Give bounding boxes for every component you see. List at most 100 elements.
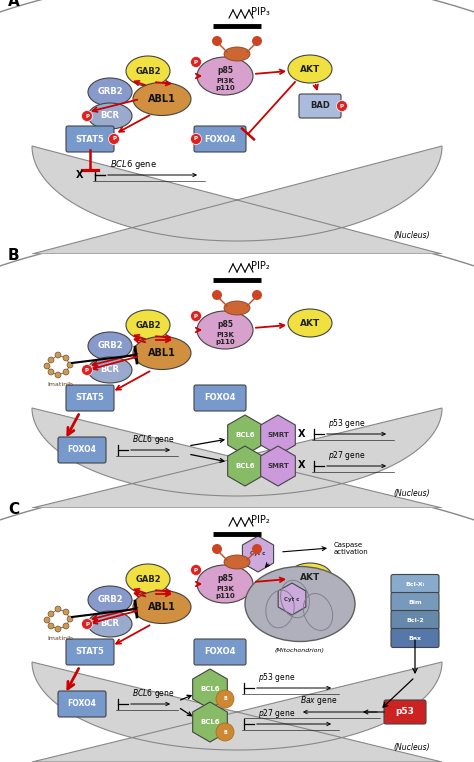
Circle shape [212, 290, 222, 300]
FancyBboxPatch shape [66, 639, 114, 665]
Ellipse shape [88, 611, 132, 637]
Ellipse shape [245, 566, 355, 642]
Text: $\it{p27}$ gene: $\it{p27}$ gene [258, 707, 296, 720]
Text: P: P [194, 136, 198, 142]
Text: B: B [8, 248, 19, 263]
Circle shape [63, 355, 69, 361]
Ellipse shape [126, 310, 170, 340]
Ellipse shape [88, 586, 132, 614]
Ellipse shape [288, 309, 332, 337]
FancyBboxPatch shape [391, 629, 439, 648]
FancyBboxPatch shape [194, 126, 246, 152]
Ellipse shape [224, 47, 250, 61]
Polygon shape [261, 446, 295, 486]
Text: $\it{BCL6}$ gene: $\it{BCL6}$ gene [132, 687, 175, 700]
Text: PIP₃: PIP₃ [251, 7, 270, 17]
Text: ABL1: ABL1 [148, 602, 176, 612]
Text: Bim: Bim [408, 600, 422, 604]
Text: p85: p85 [217, 66, 233, 75]
Text: C: C [8, 502, 19, 517]
FancyBboxPatch shape [66, 126, 114, 152]
FancyBboxPatch shape [66, 385, 114, 411]
Circle shape [48, 369, 54, 375]
Polygon shape [242, 536, 273, 572]
Ellipse shape [197, 57, 253, 95]
Text: BCL6: BCL6 [235, 432, 255, 438]
Circle shape [55, 372, 61, 378]
FancyBboxPatch shape [391, 575, 439, 594]
Ellipse shape [133, 82, 191, 116]
Text: P: P [194, 568, 198, 572]
Text: BAD: BAD [310, 101, 330, 110]
Text: p85: p85 [217, 320, 233, 328]
Circle shape [191, 56, 201, 68]
Polygon shape [261, 415, 295, 455]
Text: STAT5: STAT5 [75, 648, 104, 657]
Text: P: P [112, 136, 116, 142]
FancyBboxPatch shape [391, 593, 439, 611]
Text: p85: p85 [217, 574, 233, 583]
Ellipse shape [224, 555, 250, 569]
Ellipse shape [88, 103, 132, 129]
Text: $\it{Bax}$ gene: $\it{Bax}$ gene [300, 694, 337, 707]
Polygon shape [278, 583, 306, 615]
Text: (Nucleus): (Nucleus) [393, 489, 430, 498]
Text: $\it{p53}$ gene: $\it{p53}$ gene [328, 417, 365, 430]
FancyBboxPatch shape [384, 700, 426, 724]
Text: p53: p53 [396, 707, 414, 716]
Text: GRB2: GRB2 [97, 595, 123, 604]
Text: Imatinib: Imatinib [47, 382, 73, 387]
Text: SMRT: SMRT [267, 463, 289, 469]
Text: (Mitochondrion): (Mitochondrion) [275, 648, 325, 653]
FancyBboxPatch shape [194, 385, 246, 411]
FancyBboxPatch shape [299, 94, 341, 118]
Circle shape [44, 363, 50, 369]
Ellipse shape [126, 564, 170, 594]
Ellipse shape [197, 311, 253, 349]
Text: ABL1: ABL1 [148, 348, 176, 358]
Text: SMRT: SMRT [267, 432, 289, 438]
Circle shape [48, 357, 54, 363]
Ellipse shape [133, 591, 191, 623]
Text: P: P [85, 114, 89, 119]
Circle shape [252, 36, 262, 46]
Text: P: P [194, 313, 198, 319]
Circle shape [63, 623, 69, 629]
Text: Imatinib: Imatinib [47, 636, 73, 641]
Text: STAT5: STAT5 [75, 135, 104, 143]
Text: Cyt c: Cyt c [284, 597, 300, 601]
Circle shape [63, 369, 69, 375]
Circle shape [109, 133, 119, 145]
Text: BCL6: BCL6 [200, 686, 220, 692]
Polygon shape [192, 669, 228, 709]
Text: BCL6: BCL6 [235, 463, 255, 469]
Text: AKT: AKT [300, 65, 320, 73]
Polygon shape [32, 662, 442, 762]
Text: B: B [223, 696, 227, 702]
Circle shape [48, 623, 54, 629]
Text: FOXO4: FOXO4 [204, 135, 236, 143]
Text: PI3K
p110: PI3K p110 [215, 78, 235, 91]
Text: FOXO4: FOXO4 [204, 648, 236, 657]
Circle shape [216, 723, 234, 741]
Text: PI3K
p110: PI3K p110 [215, 586, 235, 599]
Text: $\it{p53}$ gene: $\it{p53}$ gene [258, 671, 296, 684]
Text: PIP₂: PIP₂ [251, 261, 270, 271]
Text: BCR: BCR [100, 111, 119, 120]
Circle shape [67, 616, 73, 622]
Text: BCL6: BCL6 [200, 719, 220, 725]
Text: ABL1: ABL1 [148, 94, 176, 104]
Text: Bcl-2: Bcl-2 [406, 617, 424, 623]
Text: GRB2: GRB2 [97, 341, 123, 351]
Text: $\it{BCL6}$ gene: $\it{BCL6}$ gene [110, 158, 157, 171]
Text: Bcl-Xₗ: Bcl-Xₗ [405, 581, 425, 587]
Ellipse shape [88, 332, 132, 360]
Text: PI3K
p110: PI3K p110 [215, 332, 235, 345]
Circle shape [216, 690, 234, 708]
Text: FOXO4: FOXO4 [68, 446, 96, 454]
Text: X: X [298, 460, 306, 470]
Text: GAB2: GAB2 [135, 66, 161, 75]
Text: $\it{BCL6}$ gene: $\it{BCL6}$ gene [132, 433, 175, 446]
Text: FOXO4: FOXO4 [204, 393, 236, 402]
Text: P: P [340, 104, 344, 108]
